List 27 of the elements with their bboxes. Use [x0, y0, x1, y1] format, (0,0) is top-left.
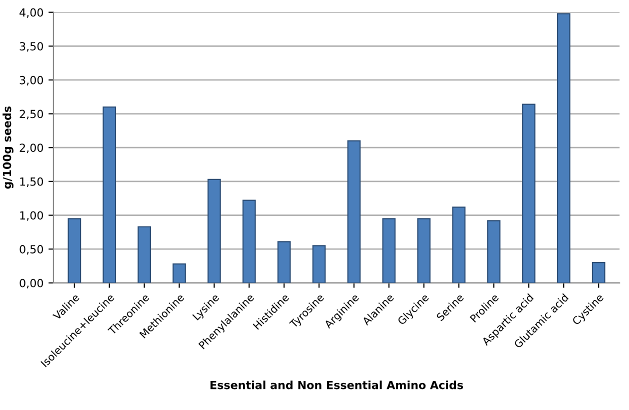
y-tick-label: 1,50 [20, 177, 44, 187]
y-tick-label: 0,00 [20, 278, 44, 288]
bar [347, 140, 361, 283]
y-tick-label: 2,50 [20, 110, 44, 120]
bar [487, 220, 500, 283]
y-axis-title: g/100g seeds [2, 106, 14, 189]
y-tick-label: 3,00 [20, 76, 44, 86]
y-tick-label: 3,50 [20, 42, 44, 52]
y-tick-label: 4,00 [20, 8, 44, 18]
bar [312, 245, 326, 283]
bar [172, 263, 186, 283]
bar [452, 206, 466, 283]
bar [102, 106, 116, 283]
y-tick-label: 1,00 [20, 211, 44, 221]
bar [138, 226, 151, 283]
bar [592, 262, 606, 283]
bar [208, 178, 221, 283]
bar [417, 218, 431, 283]
bar [522, 104, 536, 283]
x-axis-title: Essential and Non Essential Amino Acids [210, 380, 463, 390]
bar [68, 218, 82, 283]
bar [242, 200, 256, 283]
bar [277, 241, 291, 283]
bar [382, 218, 396, 283]
bar [556, 13, 570, 283]
y-tick-label: 2,00 [20, 144, 44, 154]
y-tick-label: 0,50 [20, 245, 44, 255]
